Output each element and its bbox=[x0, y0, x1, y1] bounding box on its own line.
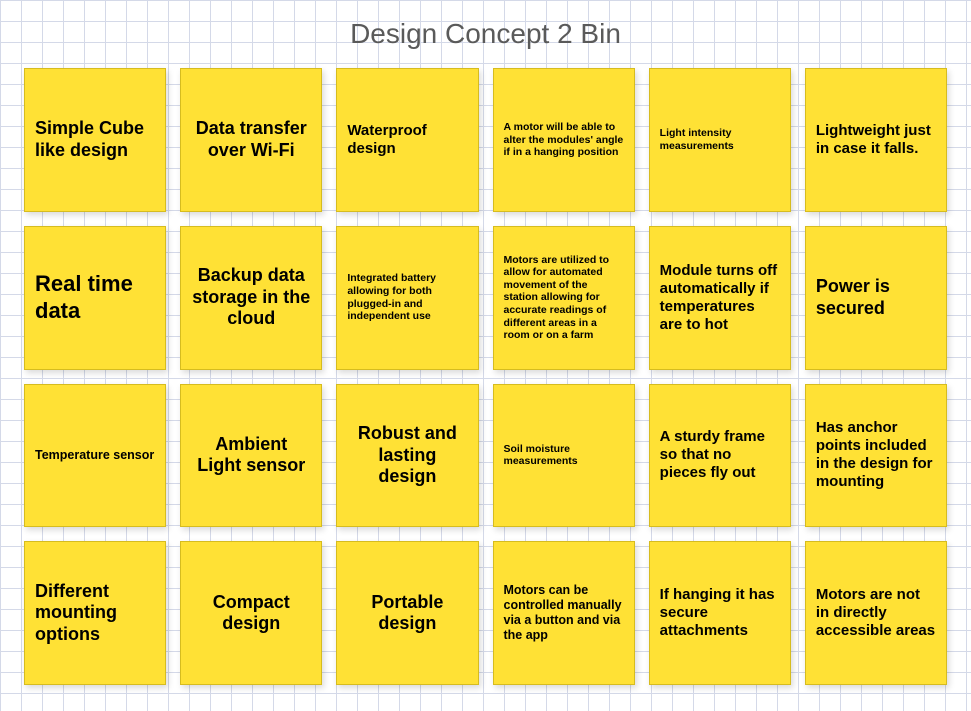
note-text: Backup data storage in the cloud bbox=[191, 265, 311, 330]
sticky-note[interactable]: Module turns off automatically if temper… bbox=[649, 226, 791, 370]
sticky-note[interactable]: Lightweight just in case it falls. bbox=[805, 68, 947, 212]
sticky-note[interactable]: Motors are utilized to allow for automat… bbox=[493, 226, 635, 370]
sticky-note[interactable]: Light intensity measurements bbox=[649, 68, 791, 212]
note-text: A sturdy frame so that no pieces fly out bbox=[660, 428, 780, 482]
page-title: Design Concept 2 Bin bbox=[0, 0, 971, 60]
note-text: Has anchor points included in the design… bbox=[816, 419, 936, 491]
note-text: Simple Cube like design bbox=[35, 118, 155, 161]
sticky-note[interactable]: Different mounting options bbox=[24, 541, 166, 685]
sticky-note[interactable]: Has anchor points included in the design… bbox=[805, 384, 947, 528]
note-text: Real time data bbox=[35, 271, 155, 324]
sticky-note[interactable]: Portable design bbox=[336, 541, 478, 685]
note-text: Integrated battery allowing for both plu… bbox=[347, 272, 467, 322]
note-text: Ambient Light sensor bbox=[191, 434, 311, 477]
sticky-board: Simple Cube like design Data transfer ov… bbox=[0, 60, 971, 709]
note-text: Motors are not in directly accessible ar… bbox=[816, 586, 936, 640]
note-text: Soil moisture measurements bbox=[504, 443, 624, 468]
sticky-note[interactable]: Ambient Light sensor bbox=[180, 384, 322, 528]
sticky-note[interactable]: Soil moisture measurements bbox=[493, 384, 635, 528]
sticky-note[interactable]: Waterproof design bbox=[336, 68, 478, 212]
note-text: Motors are utilized to allow for automat… bbox=[504, 254, 624, 342]
note-text: Waterproof design bbox=[347, 122, 467, 158]
note-text: Module turns off automatically if temper… bbox=[660, 262, 780, 334]
sticky-note[interactable]: Simple Cube like design bbox=[24, 68, 166, 212]
sticky-note[interactable]: Integrated battery allowing for both plu… bbox=[336, 226, 478, 370]
note-text: If hanging it has secure attachments bbox=[660, 586, 780, 640]
sticky-note[interactable]: A motor will be able to alter the module… bbox=[493, 68, 635, 212]
sticky-note[interactable]: Data transfer over Wi-Fi bbox=[180, 68, 322, 212]
note-text: Portable design bbox=[347, 592, 467, 635]
sticky-note[interactable]: Real time data bbox=[24, 226, 166, 370]
note-text: Robust and lasting design bbox=[347, 423, 467, 488]
sticky-note[interactable]: A sturdy frame so that no pieces fly out bbox=[649, 384, 791, 528]
note-text: Lightweight just in case it falls. bbox=[816, 122, 936, 158]
note-text: Motors can be controlled manually via a … bbox=[504, 583, 624, 643]
note-text: Temperature sensor bbox=[35, 448, 154, 463]
note-text: A motor will be able to alter the module… bbox=[504, 121, 624, 159]
sticky-note[interactable]: Compact design bbox=[180, 541, 322, 685]
note-text: Power is secured bbox=[816, 276, 936, 319]
sticky-note[interactable]: Power is secured bbox=[805, 226, 947, 370]
sticky-note[interactable]: Temperature sensor bbox=[24, 384, 166, 528]
sticky-note[interactable]: Backup data storage in the cloud bbox=[180, 226, 322, 370]
sticky-note[interactable]: Motors can be controlled manually via a … bbox=[493, 541, 635, 685]
sticky-note[interactable]: If hanging it has secure attachments bbox=[649, 541, 791, 685]
note-text: Compact design bbox=[191, 592, 311, 635]
sticky-note[interactable]: Motors are not in directly accessible ar… bbox=[805, 541, 947, 685]
note-text: Data transfer over Wi-Fi bbox=[191, 118, 311, 161]
sticky-note[interactable]: Robust and lasting design bbox=[336, 384, 478, 528]
note-text: Light intensity measurements bbox=[660, 127, 780, 152]
note-text: Different mounting options bbox=[35, 581, 155, 646]
